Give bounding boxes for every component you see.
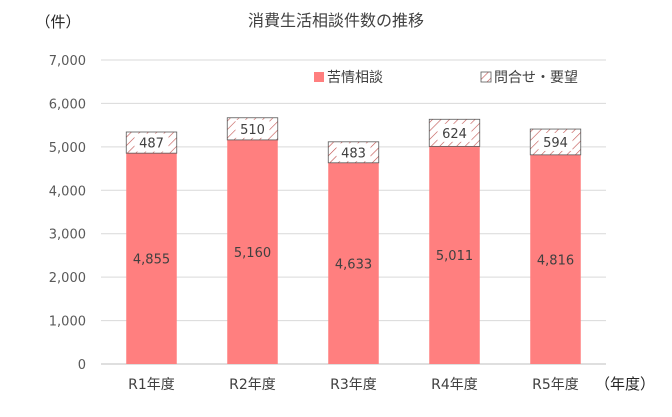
data-label-inquiry: 487 xyxy=(139,137,164,152)
data-label-background xyxy=(235,119,270,138)
bar-segment-complaint xyxy=(227,139,278,364)
legend: 苦情相談 問合せ・要望 xyxy=(314,70,578,86)
bar-segment-complaint xyxy=(530,154,581,364)
bars: 4,855 487 5,160 510 4,633 483 5,011 624 4,816 594 xyxy=(125,117,582,364)
legend-swatch-complaint xyxy=(314,72,324,82)
data-label-complaint: 4,855 xyxy=(133,253,170,268)
data-label-complaint: 4,816 xyxy=(537,253,574,268)
x-axis-label: （年度） xyxy=(595,375,655,393)
y-tick-label: 3,000 xyxy=(49,228,86,243)
data-label-inquiry: 624 xyxy=(442,127,467,142)
y-tick-label: 5,000 xyxy=(49,141,86,156)
data-label-background xyxy=(134,133,169,152)
y-tick-label: 4,000 xyxy=(49,184,86,199)
data-label-background xyxy=(336,143,371,162)
legend-label-inquiry: 問合せ・要望 xyxy=(494,70,578,86)
x-tick-label: R3年度 xyxy=(330,377,377,393)
x-tick-label: R4年度 xyxy=(431,377,478,393)
bar-segment-complaint xyxy=(126,153,177,364)
y-tick-label: 6,000 xyxy=(49,97,86,112)
y-axis-ticks: 0 1,000 2,000 3,000 4,000 5,000 6,000 7,000 xyxy=(49,54,86,373)
bar-segment-complaint xyxy=(328,162,379,364)
data-label-inquiry: 510 xyxy=(240,123,265,138)
x-tick-label: R1年度 xyxy=(128,377,175,393)
y-tick-label: 7,000 xyxy=(49,54,86,69)
y-axis-label: （件） xyxy=(35,13,80,31)
y-tick-label: 0 xyxy=(78,358,86,373)
data-label-complaint: 5,160 xyxy=(234,246,271,261)
data-label-complaint: 5,011 xyxy=(436,249,473,264)
x-tick-label: R5年度 xyxy=(532,377,579,393)
data-label-background xyxy=(538,132,573,151)
y-tick-label: 1,000 xyxy=(49,315,86,330)
chart-title: 消費生活相談件数の推移 xyxy=(248,11,424,30)
data-label-inquiry: 483 xyxy=(341,146,366,161)
data-label-complaint: 4,633 xyxy=(335,257,372,272)
x-tick-label: R2年度 xyxy=(229,377,276,393)
legend-label-complaint: 苦情相談 xyxy=(327,70,383,86)
legend-swatch-inquiry xyxy=(480,71,492,83)
data-label-inquiry: 594 xyxy=(543,136,568,151)
data-label-background xyxy=(437,123,472,142)
bar-segment-complaint xyxy=(429,146,480,364)
y-tick-label: 2,000 xyxy=(49,271,86,286)
x-axis-ticks: R1年度 R2年度 R3年度 R4年度 R5年度 xyxy=(128,377,579,393)
